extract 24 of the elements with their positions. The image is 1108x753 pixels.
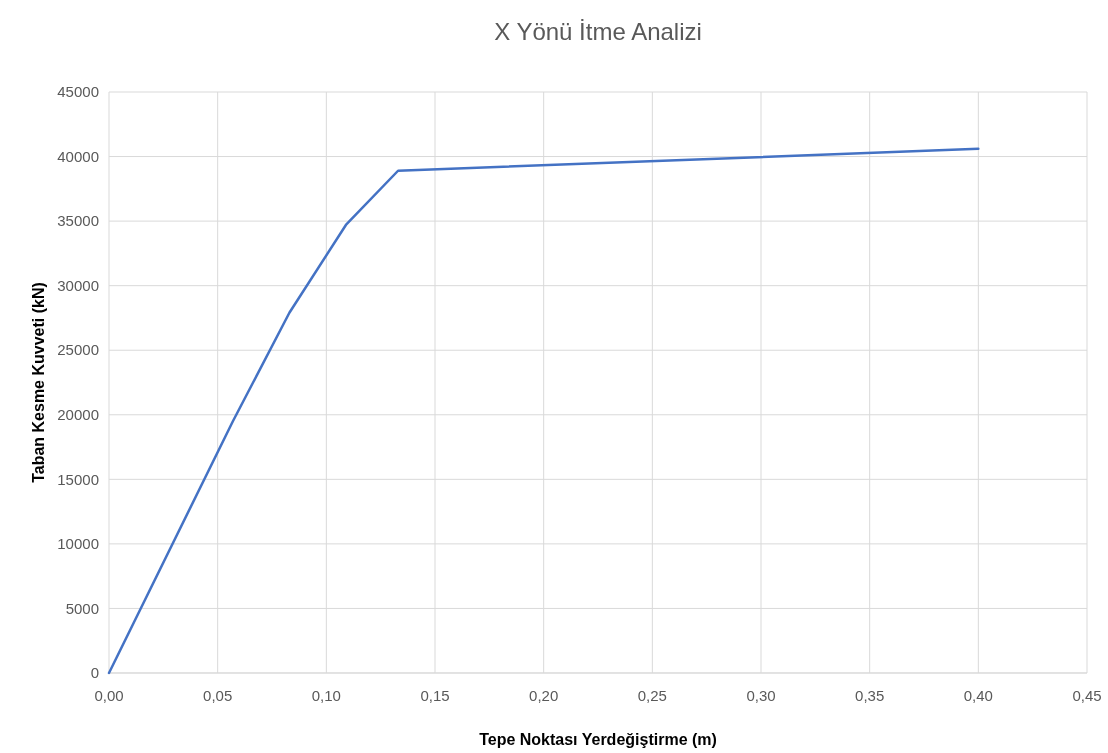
y-tick-label: 35000: [57, 212, 99, 230]
y-tick-label: 45000: [57, 83, 99, 101]
x-tick-label: 0,00: [94, 687, 124, 704]
line-series: [107, 147, 980, 675]
y-tick-label: 40000: [57, 147, 99, 165]
x-tick-label: 0,05: [203, 687, 233, 704]
y-tick-label: 20000: [57, 406, 99, 424]
y-axis-title: Taban Kesme Kuvveti (kN): [30, 282, 47, 483]
x-tick-label: 0,40: [963, 687, 993, 704]
y-tick-label: 10000: [57, 535, 99, 553]
x-tick-label: 0,35: [855, 687, 885, 704]
y-tick-label: 15000: [57, 470, 99, 488]
chart-title: X Yönü İtme Analizi: [494, 18, 702, 45]
x-axis-title: Tepe Noktası Yerdeğiştirme (m): [479, 731, 717, 748]
y-tick-label: 0: [90, 664, 99, 682]
x-tick-label: 0,20: [529, 687, 559, 704]
x-tick-label: 0,10: [311, 687, 341, 704]
x-tick-label: 0,45: [1072, 687, 1102, 704]
x-tick-label: 0,30: [746, 687, 776, 704]
y-tick-label: 25000: [57, 341, 99, 359]
y-tick-label: 5000: [65, 599, 99, 617]
x-tick-label: 0,25: [637, 687, 667, 704]
x-tick-label: 0,15: [420, 687, 450, 704]
y-tick-label: 30000: [57, 276, 99, 294]
